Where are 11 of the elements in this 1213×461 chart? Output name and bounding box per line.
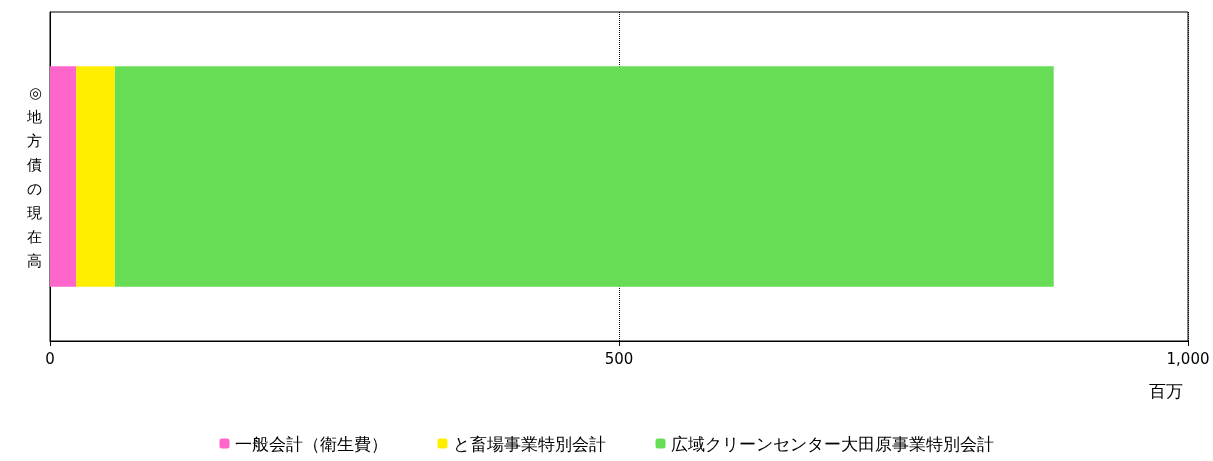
y-tick-label: ◎地方債の現在高 (26, 83, 42, 270)
bar (50, 66, 77, 287)
x-tick-label: 0 (45, 349, 55, 368)
x-tick-label: 500 (604, 349, 634, 368)
bar (76, 66, 115, 287)
legend-label: 一般会計（衛生費） (234, 433, 388, 454)
x-axis-title: 百万 (1149, 380, 1183, 401)
bar (114, 66, 1054, 287)
legend-label: と畜場事業特別会計 (452, 433, 606, 454)
x-tick-label: 1,000 (1166, 349, 1210, 368)
legend-label: 広域クリーンセンター大田原事業特別会計 (670, 433, 994, 454)
